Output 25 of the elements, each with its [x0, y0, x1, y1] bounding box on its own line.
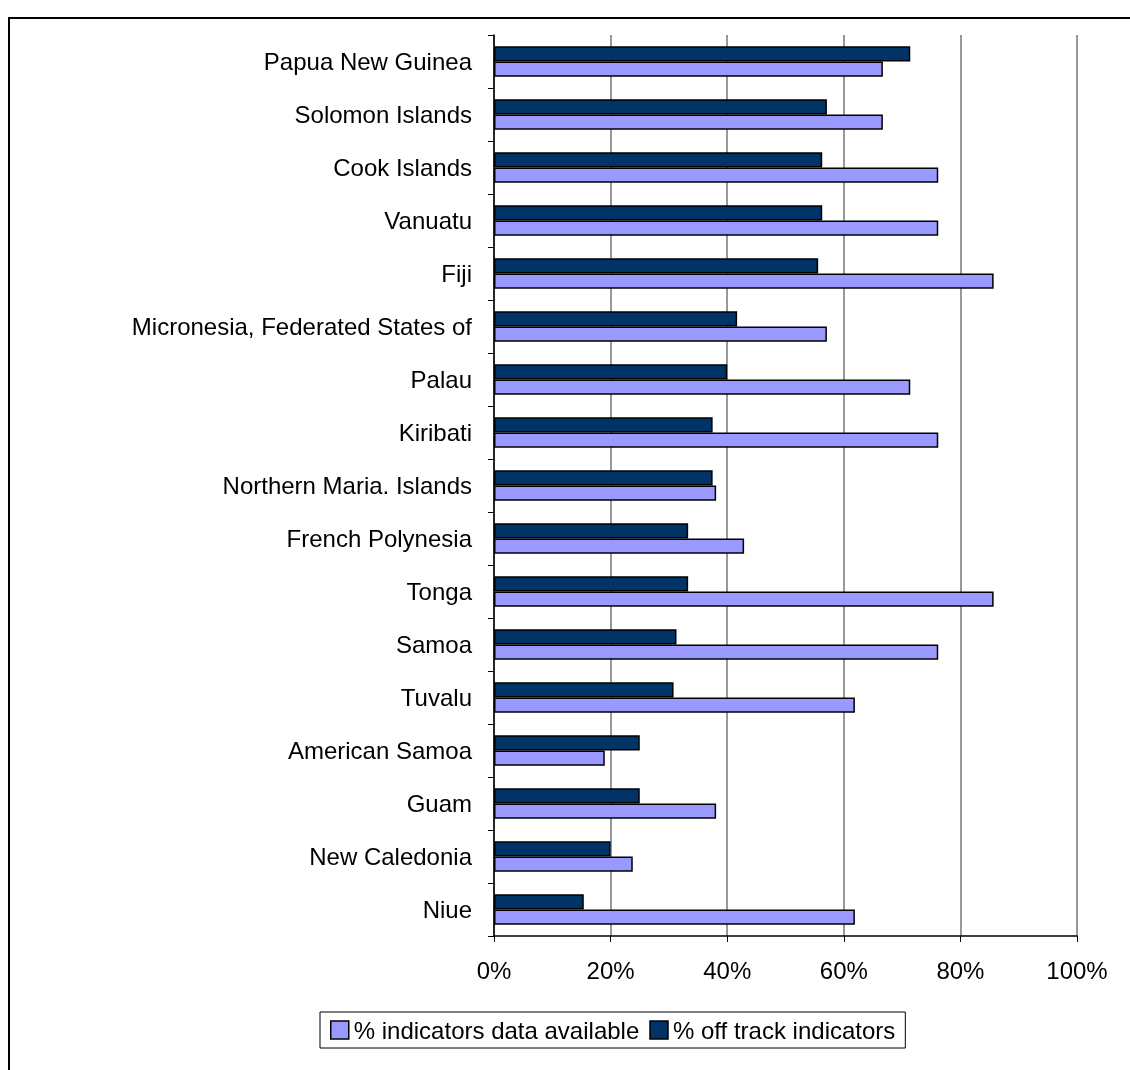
x-tick-label: 40%	[703, 956, 752, 984]
y-tick-label: Niue	[422, 896, 472, 923]
y-tick-label: New Caledonia	[309, 843, 473, 870]
y-tick-label: Guam	[406, 790, 472, 817]
y-tick-label: Fiji	[441, 260, 472, 287]
x-tick-label: 80%	[936, 956, 985, 984]
y-tick-label: Tonga	[406, 578, 473, 605]
y-tick-label: French Polynesia	[286, 525, 473, 552]
y-tick-label: Northern Maria. Islands	[222, 472, 472, 499]
x-tick-label: 0%	[476, 956, 512, 984]
legend-label: % off track indicators	[673, 1016, 896, 1044]
x-tick-label: 60%	[819, 956, 868, 984]
y-tick-label: Palau	[410, 366, 472, 393]
y-tick-label: American Samoa	[287, 737, 473, 764]
y-tick-label: Cook Islands	[333, 154, 472, 181]
y-tick-label: Tuvalu	[400, 684, 472, 711]
y-tick-label: Papua New Guinea	[263, 48, 473, 75]
legend-label: % indicators data available	[353, 1016, 640, 1044]
x-tick-label: 20%	[586, 956, 635, 984]
y-tick-label: Samoa	[395, 631, 473, 658]
y-tick-label: Vanuatu	[384, 207, 472, 234]
y-tick-label: Kiribati	[398, 419, 472, 446]
y-tick-label: Solomon Islands	[294, 101, 472, 128]
x-tick-label: 100%	[1046, 956, 1108, 984]
y-tick-label: Micronesia, Federated States of	[131, 313, 473, 340]
